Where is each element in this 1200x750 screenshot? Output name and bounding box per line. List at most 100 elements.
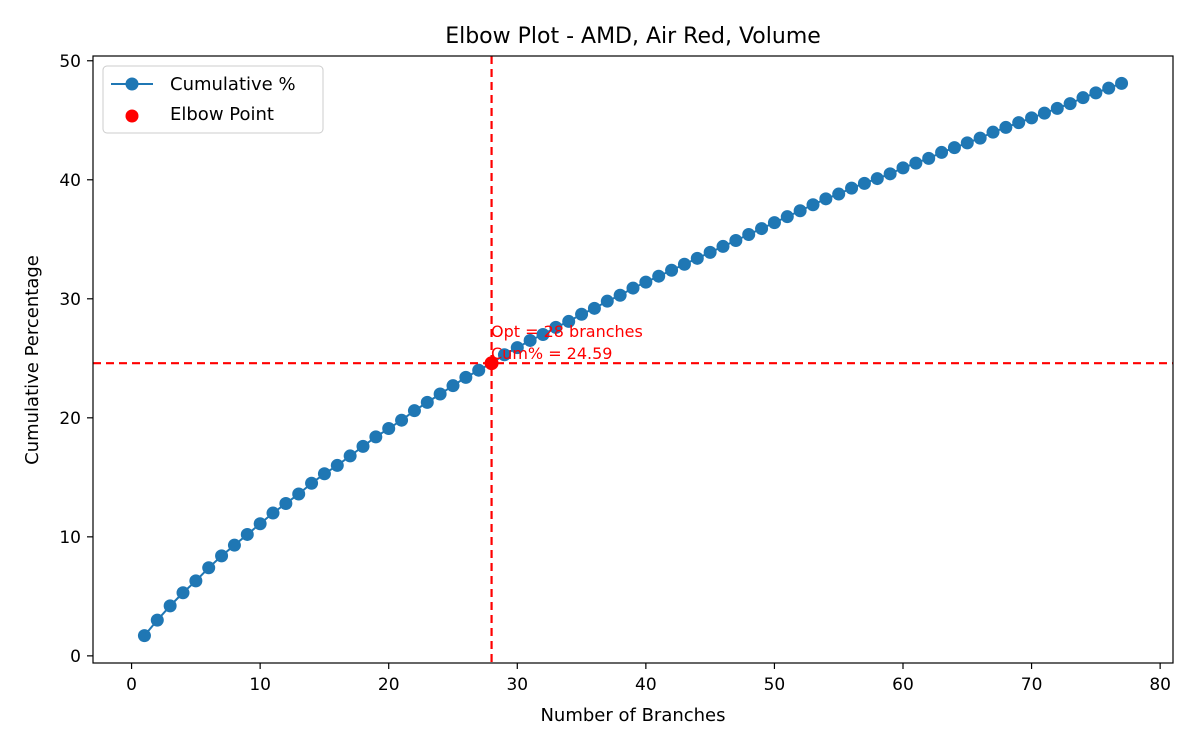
data-point [613, 288, 627, 302]
data-point [870, 172, 884, 186]
data-point [922, 151, 936, 165]
data-point [317, 467, 331, 481]
data-point [999, 120, 1013, 134]
x-tick-label: 20 [378, 675, 400, 695]
data-point [626, 281, 640, 295]
data-point [947, 141, 961, 155]
legend-box [102, 65, 324, 134]
data-point [845, 181, 859, 195]
data-point [407, 404, 421, 418]
x-tick-label: 10 [249, 675, 271, 695]
data-point [356, 439, 370, 453]
data-point [767, 216, 781, 230]
y-tick-label: 40 [59, 171, 81, 191]
data-point [857, 176, 871, 190]
data-point [780, 210, 794, 224]
data-point [1076, 91, 1090, 105]
data-point [806, 198, 820, 212]
data-point [639, 275, 653, 289]
y-tick-label: 0 [70, 647, 81, 667]
data-point [1037, 106, 1051, 120]
legend-label-cumulative: Cumulative % [170, 74, 296, 95]
data-point [240, 527, 254, 541]
data-point [253, 517, 267, 531]
x-tick-label: 30 [506, 675, 528, 695]
data-point [215, 549, 229, 563]
annotation-line-2: Cum% = 24.59 [491, 344, 612, 363]
x-tick-label: 0 [126, 675, 137, 695]
y-tick-label: 30 [59, 290, 81, 310]
data-point [279, 497, 293, 511]
data-point [562, 314, 576, 328]
data-point [1025, 111, 1039, 125]
data-point [755, 222, 769, 236]
data-point [1102, 81, 1116, 95]
data-point [896, 161, 910, 175]
data-point [472, 363, 486, 377]
data-point [1012, 116, 1026, 130]
data-point [742, 228, 756, 242]
data-point [497, 348, 511, 362]
data-point [176, 586, 190, 600]
y-axis-label: Cumulative Percentage [22, 255, 43, 465]
data-point [1050, 101, 1064, 115]
data-point [935, 145, 949, 159]
data-point [960, 136, 974, 150]
x-tick-label: 40 [635, 675, 657, 695]
data-point [227, 538, 241, 552]
data-point [266, 506, 280, 520]
data-point [549, 320, 563, 334]
series-line-cumulative [143, 82, 1122, 637]
data-point [1089, 86, 1103, 100]
chart-title: Elbow Plot - AMD, Air Red, Volume [445, 24, 821, 49]
data-point [150, 613, 164, 627]
data-point [433, 387, 447, 401]
data-point [587, 301, 601, 315]
data-point [703, 245, 717, 259]
y-tick-label: 20 [59, 409, 81, 429]
data-point [909, 156, 923, 170]
data-point [510, 341, 524, 355]
data-point [1115, 76, 1129, 90]
x-tick-label: 80 [1149, 675, 1171, 695]
data-point [716, 239, 730, 253]
data-point [677, 257, 691, 271]
data-point [690, 251, 704, 265]
plot-frame [92, 55, 1174, 664]
data-point [986, 125, 1000, 139]
annotation-line-1: Opt = 28 branches [491, 322, 643, 341]
legend: Cumulative % Elbow Point [102, 65, 324, 134]
data-point [189, 574, 203, 588]
x-tick-label: 50 [764, 675, 786, 695]
data-point [382, 422, 396, 436]
data-point [446, 379, 460, 393]
data-point [536, 328, 550, 342]
data-point [523, 333, 537, 347]
data-point [832, 187, 846, 201]
data-point [330, 458, 344, 472]
data-point [459, 370, 473, 384]
data-point [292, 487, 306, 501]
y-tick-label: 50 [59, 52, 81, 72]
data-point [665, 263, 679, 277]
data-point [305, 476, 319, 490]
x-tick-label: 70 [1021, 675, 1043, 695]
data-point [600, 294, 614, 308]
data-point [1063, 97, 1077, 111]
data-point [883, 167, 897, 181]
data-point [652, 269, 666, 283]
data-point [793, 204, 807, 218]
data-point [343, 449, 357, 463]
data-point [369, 430, 383, 444]
data-point [729, 233, 743, 247]
y-tick-label: 10 [59, 528, 81, 548]
data-point [973, 131, 987, 145]
data-point [819, 192, 833, 206]
data-point [163, 599, 177, 613]
legend-elbow-swatch [125, 109, 139, 123]
legend-label-elbow: Elbow Point [170, 104, 274, 125]
x-axis-label: Number of Branches [540, 705, 725, 726]
x-tick-label: 60 [892, 675, 914, 695]
data-point [395, 413, 409, 427]
